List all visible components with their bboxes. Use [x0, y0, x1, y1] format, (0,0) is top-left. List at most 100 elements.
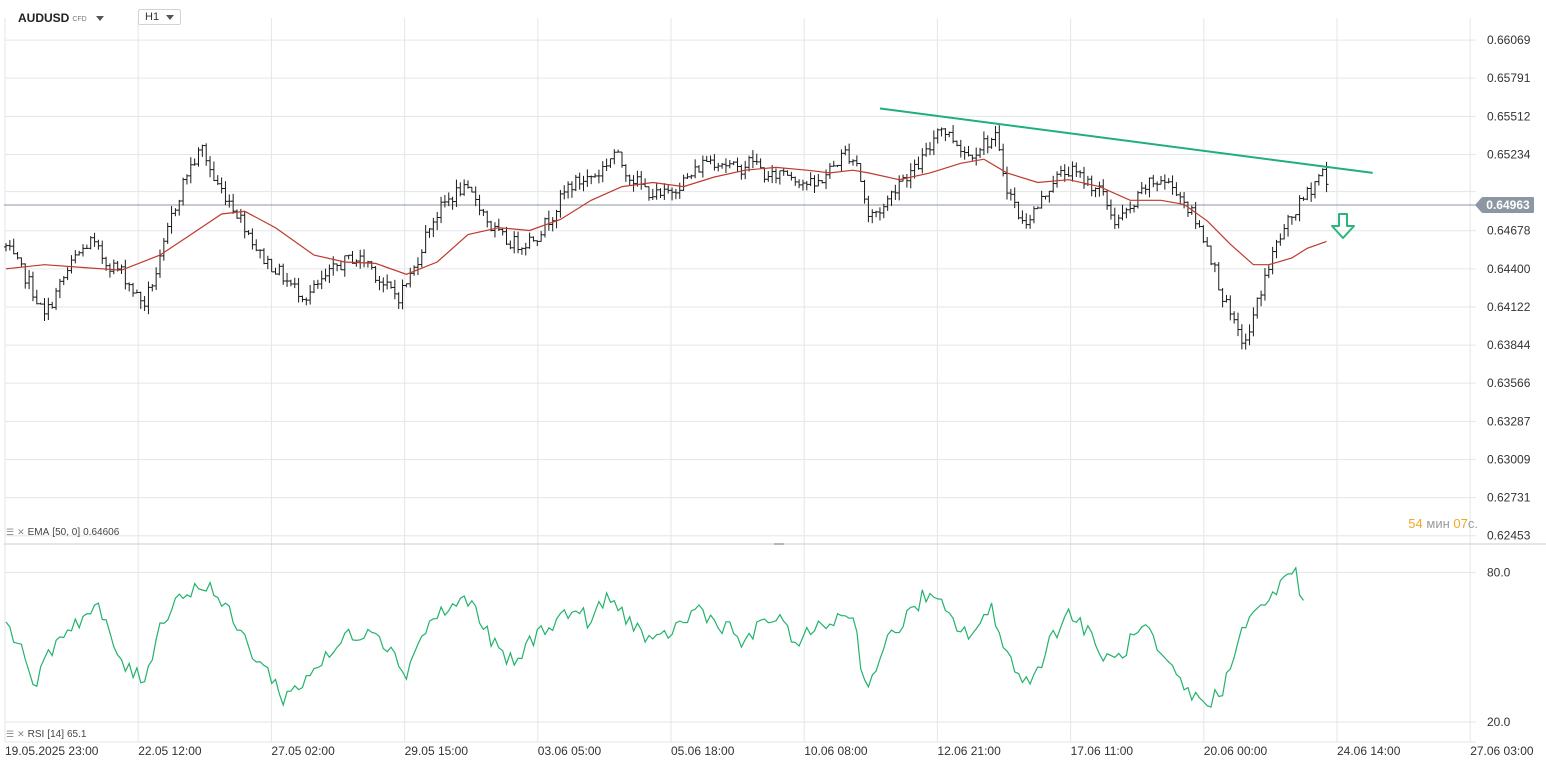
ohlc-bar	[1262, 268, 1267, 301]
close-icon[interactable]: ✕	[17, 527, 25, 537]
ohlc-bar	[154, 267, 159, 291]
ohlc-bar	[981, 131, 986, 156]
ohlc-bar	[1089, 175, 1094, 197]
ohlc-bar	[654, 182, 659, 200]
resistance-trendline[interactable]	[879, 107, 1373, 174]
ohlc-bar	[974, 147, 979, 166]
ohlc-bar	[1251, 307, 1256, 337]
ohlc-bar	[808, 172, 813, 187]
ohlc-bar	[485, 210, 490, 228]
ohlc-bar	[477, 194, 482, 216]
ohlc-bar	[73, 250, 78, 264]
ohlc-bar	[693, 159, 698, 179]
ohlc-bar	[893, 184, 898, 200]
ohlc-bar	[901, 174, 906, 182]
ohlc-bar	[219, 177, 224, 194]
ohlc-bar	[358, 249, 363, 269]
ohlc-bar	[527, 232, 532, 249]
ohlc-bar	[620, 151, 624, 168]
close-icon[interactable]: ✕	[17, 729, 25, 739]
ohlc-bar	[677, 182, 682, 199]
ohlc-bar	[211, 161, 216, 182]
ohlc-bar	[1112, 207, 1117, 229]
symbol-dropdown[interactable]: AUDUSD CFD	[14, 11, 108, 25]
ohlc-bar	[712, 154, 717, 171]
ohlc-bar	[381, 277, 386, 293]
ohlc-bar	[789, 171, 794, 181]
ohlc-bar	[662, 183, 667, 200]
ohlc-bar	[100, 240, 105, 264]
ohlc-bar	[385, 274, 390, 290]
ohlc-bar	[369, 261, 374, 270]
time-tick-label: 12.06 21:00	[937, 744, 1001, 758]
ohlc-bar	[23, 263, 28, 289]
ohlc-bar	[685, 173, 690, 179]
candle-countdown: 54 мин 07с.	[1408, 516, 1478, 531]
ohlc-bar	[111, 259, 116, 275]
ohlc-bar	[877, 207, 882, 221]
ohlc-bar	[1143, 184, 1148, 195]
ohlc-bar	[827, 163, 832, 179]
ohlc-bar	[962, 146, 967, 160]
symbol-selector[interactable]: AUDUSD CFD	[14, 9, 108, 27]
ohlc-bar	[935, 128, 940, 144]
rsi-axis[interactable]: 80.0 20.0	[1487, 565, 1511, 729]
ohlc-bar	[562, 185, 567, 200]
ohlc-bar	[11, 238, 16, 255]
ohlc-bar	[958, 139, 963, 158]
ohlc-bar	[419, 249, 424, 268]
ohlc-bar	[1185, 201, 1190, 217]
timeframe-dropdown[interactable]: H1	[138, 9, 181, 25]
ohlc-bar	[7, 240, 12, 251]
price-axis[interactable]: 0.66069 0.65791 0.65512 0.65234 0.64678 0.644…	[1487, 33, 1531, 543]
ohlc-bar	[616, 149, 621, 153]
ohlc-bar	[747, 155, 752, 172]
ohlc-bar	[804, 181, 809, 191]
menu-lines-icon[interactable]: ☰	[6, 527, 15, 537]
chevron-down-icon	[95, 15, 104, 21]
ohlc-bar	[820, 180, 825, 184]
ohlc-bar	[196, 147, 201, 167]
ohlc-bar	[550, 217, 555, 232]
rsi-legend-name: RSI	[27, 729, 45, 740]
ohlc-bar	[512, 231, 517, 254]
ohlc-bar	[858, 162, 863, 182]
panel-resize-handle[interactable]	[774, 543, 784, 545]
ohlc-bar	[835, 164, 840, 168]
ohlc-bar	[812, 175, 817, 193]
ohlc-bar	[1070, 161, 1075, 182]
ohlc-bar	[731, 161, 736, 166]
price-tick-label: 0.65791	[1487, 71, 1531, 85]
ohlc-bar	[931, 130, 936, 156]
ohlc-bar	[920, 148, 925, 174]
ohlc-bar	[928, 142, 932, 156]
ohlc-bar	[1105, 189, 1110, 210]
menu-lines-icon[interactable]: ☰	[6, 729, 15, 739]
ohlc-bar	[1278, 233, 1283, 246]
ohlc-bar	[304, 297, 309, 306]
ohlc-bar	[446, 192, 451, 207]
ohlc-bar	[704, 155, 709, 162]
ohlc-bar	[439, 196, 444, 224]
timer-sec-unit: с.	[1467, 516, 1478, 531]
ohlc-bar	[127, 282, 132, 292]
ohlc-bar	[700, 155, 705, 178]
ohlc-bar	[816, 174, 821, 187]
ohlc-bar	[1116, 214, 1121, 229]
ohlc-bar	[412, 265, 417, 276]
ohlc-bar	[716, 162, 721, 172]
time-axis[interactable]: 19.05.2025 23:00 22.05 12:00 27.05 02:00 29…	[5, 744, 1534, 758]
ohlc-bar	[670, 187, 675, 201]
ohlc-bar	[1047, 190, 1052, 203]
ohlc-bar	[758, 158, 763, 169]
time-tick-label: 27.05 02:00	[271, 744, 335, 758]
ohlc-bar	[258, 249, 263, 259]
symbol-tag: CFD	[72, 16, 87, 23]
ohlc-bar	[396, 292, 401, 310]
ohlc-bar	[123, 259, 128, 290]
ohlc-bar	[1313, 181, 1317, 199]
price-tick-label: 0.65512	[1487, 109, 1531, 123]
ohlc-bar	[285, 272, 290, 287]
ohlc-bar	[1035, 206, 1040, 210]
